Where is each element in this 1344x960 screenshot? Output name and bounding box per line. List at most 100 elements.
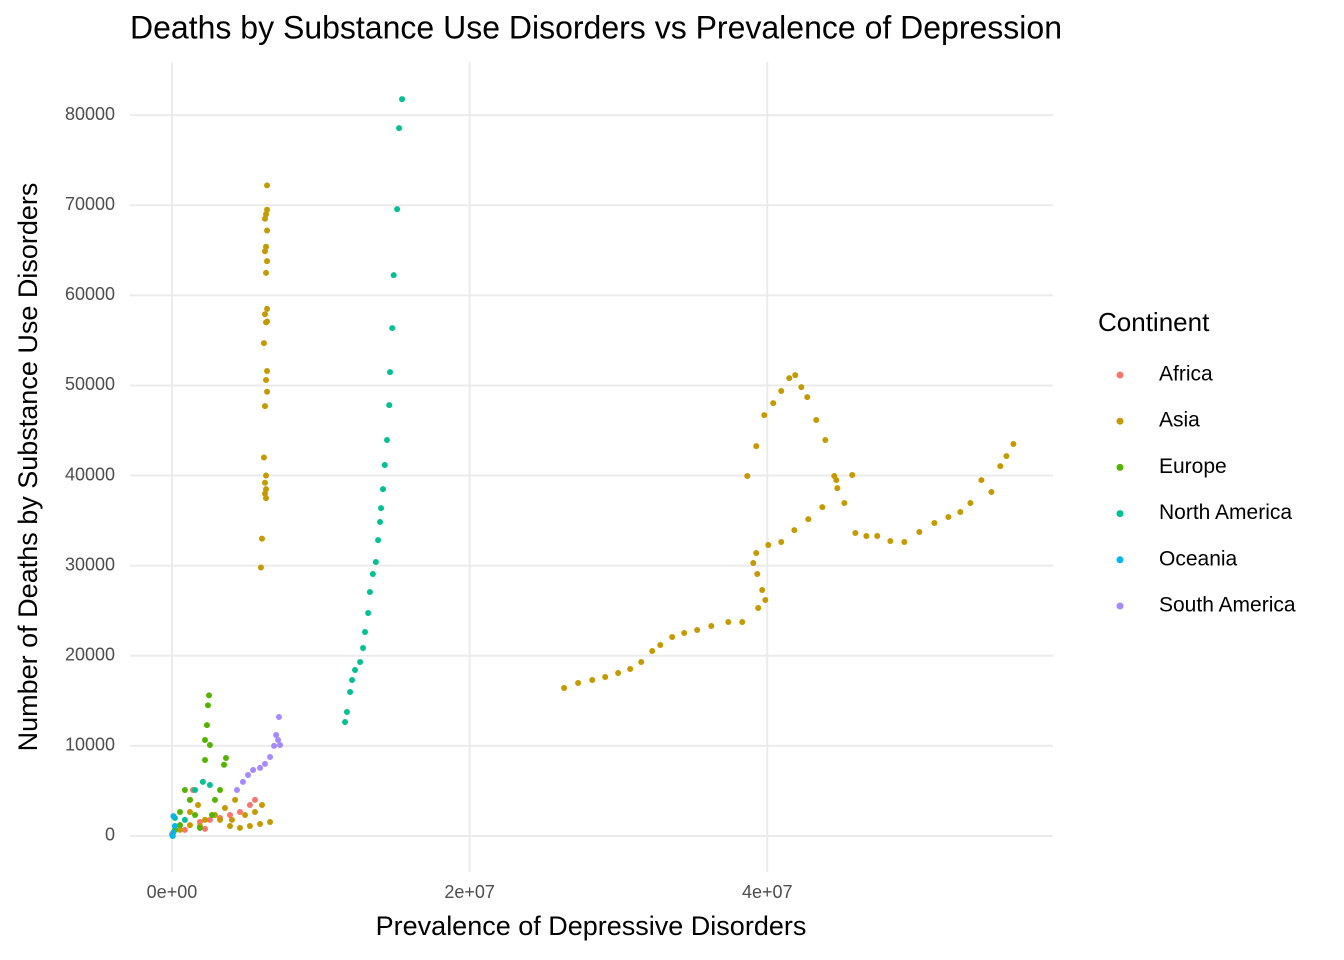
point	[377, 519, 384, 526]
point	[264, 388, 271, 395]
point	[196, 824, 203, 831]
point	[261, 479, 268, 486]
point	[372, 559, 379, 566]
point	[792, 372, 799, 379]
point	[342, 718, 349, 725]
point	[786, 375, 793, 382]
point	[261, 403, 268, 410]
point	[245, 771, 252, 778]
point	[252, 796, 259, 803]
point	[192, 787, 199, 794]
legend-marker	[1116, 371, 1124, 379]
point	[694, 626, 701, 633]
point	[170, 813, 177, 820]
point	[259, 535, 266, 542]
point	[264, 368, 271, 375]
legend-label: Africa	[1159, 363, 1213, 386]
point	[657, 642, 664, 649]
point	[349, 676, 356, 683]
point	[805, 516, 812, 523]
point	[386, 369, 393, 376]
point	[264, 258, 271, 265]
point	[375, 537, 382, 544]
point	[381, 462, 388, 469]
point	[1003, 453, 1010, 460]
point	[263, 243, 270, 250]
y-tick-label: 40000	[65, 464, 115, 484]
point	[221, 805, 228, 812]
point	[257, 820, 264, 827]
point	[343, 708, 350, 715]
point	[708, 623, 715, 630]
y-tick-label: 0	[105, 825, 115, 845]
point	[852, 530, 859, 537]
point	[753, 443, 760, 450]
point	[357, 658, 364, 665]
point	[181, 816, 188, 823]
point	[186, 796, 193, 803]
point	[261, 311, 268, 318]
point	[602, 674, 609, 681]
point	[725, 619, 732, 626]
point	[575, 679, 582, 686]
point	[206, 741, 213, 748]
point	[264, 305, 271, 312]
point	[263, 377, 270, 384]
point	[261, 760, 268, 767]
point	[186, 822, 193, 829]
point	[236, 808, 243, 815]
point	[378, 505, 385, 512]
point	[257, 764, 264, 771]
legend-title: Continent	[1098, 307, 1210, 337]
point	[361, 628, 368, 635]
point	[739, 619, 746, 626]
x-tick-label: 4e+07	[742, 882, 793, 902]
point	[822, 437, 829, 444]
y-tick-label: 10000	[65, 735, 115, 755]
point	[264, 318, 271, 325]
point	[217, 816, 224, 823]
point	[250, 767, 257, 774]
point	[177, 826, 184, 833]
point	[181, 826, 188, 833]
point	[186, 808, 193, 815]
point	[887, 538, 894, 545]
point	[916, 529, 923, 536]
legend-label: South America	[1159, 594, 1296, 617]
point	[217, 787, 224, 794]
point	[171, 823, 178, 830]
legend-marker	[1116, 510, 1124, 518]
point	[386, 402, 393, 409]
point	[798, 384, 805, 391]
point	[202, 757, 209, 764]
point	[765, 542, 772, 549]
point	[222, 755, 229, 762]
point	[384, 437, 391, 444]
point	[267, 753, 274, 760]
point	[347, 688, 354, 695]
point	[195, 801, 202, 808]
point	[263, 472, 270, 479]
point	[744, 473, 751, 480]
point	[750, 560, 757, 567]
point	[206, 781, 213, 788]
point	[260, 340, 267, 347]
y-tick-label: 60000	[65, 284, 115, 304]
point	[246, 801, 253, 808]
point	[242, 811, 249, 818]
y-tick-label: 50000	[65, 374, 115, 394]
point	[753, 550, 760, 557]
point	[261, 248, 268, 255]
point	[202, 816, 209, 823]
point	[206, 816, 213, 823]
point	[181, 787, 188, 794]
point	[863, 533, 870, 540]
point	[841, 500, 848, 507]
point	[761, 412, 768, 419]
point	[638, 658, 645, 665]
point	[275, 714, 282, 721]
point	[252, 808, 259, 815]
point	[277, 741, 284, 748]
point	[978, 477, 985, 484]
